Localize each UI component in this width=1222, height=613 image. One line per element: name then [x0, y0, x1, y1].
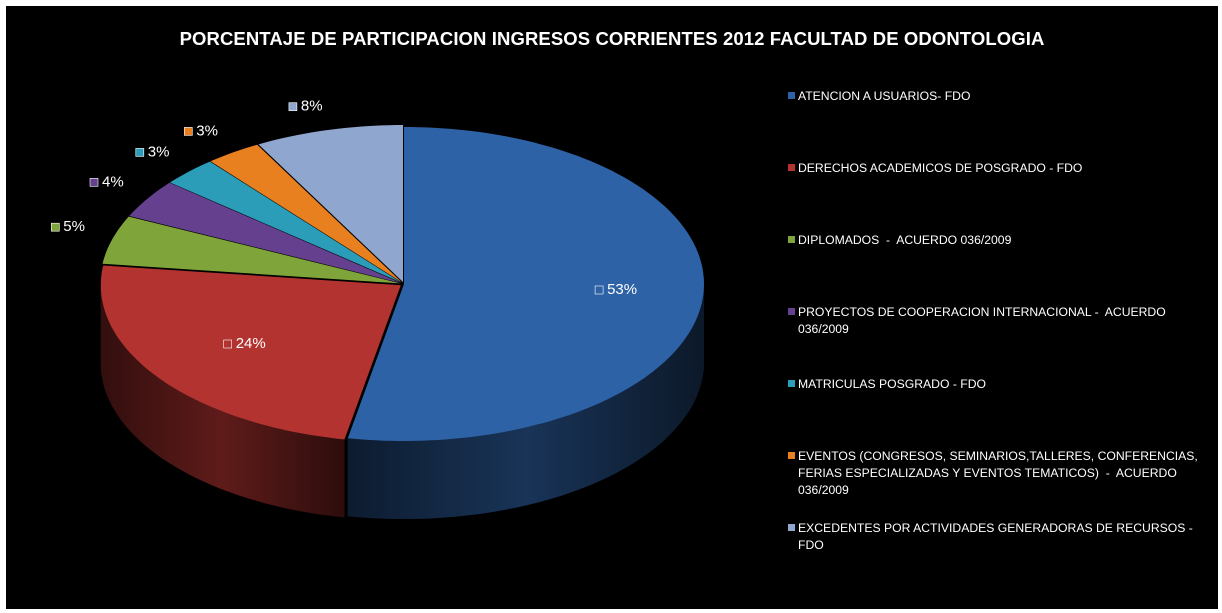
chart-title: PORCENTAJE DE PARTICIPACION INGRESOS COR… [179, 28, 1045, 49]
data-label-marker [288, 102, 298, 111]
data-label-derechos-academicos-de-posgrado-fdo: 24% [223, 335, 266, 352]
data-label-marker [89, 178, 99, 187]
data-label-text: 24% [236, 335, 266, 352]
legend-marker [788, 92, 795, 99]
legend-marker [788, 236, 795, 243]
pie-slice-eventos-congresos-seminarios-talleres-co [210, 144, 402, 283]
chart-area: PORCENTAJE DE PARTICIPACION INGRESOS COR… [6, 6, 1218, 609]
pie-slice-diplomados-acuerdo-036-2009 [102, 216, 401, 284]
pie-slice-side-shading [100, 285, 345, 518]
data-label-text: 53% [607, 281, 637, 298]
legend-label: MATRICULAS POSGRADO - FDO [798, 377, 987, 391]
legend-item-derechos-academicos-de-posgrado-fdo: DERECHOS ACADEMICOS DE POSGRADO - FDO [788, 160, 1208, 177]
legend-item-eventos-congresos-seminarios-talleres-co: EVENTOS (CONGRESOS, SEMINARIOS,TALLERES,… [788, 448, 1208, 499]
legend-marker [788, 524, 795, 531]
data-label-marker [223, 339, 232, 349]
legend-label: ATENCION A USUARIOS- FDO [798, 89, 971, 103]
data-label-text: 3% [196, 122, 218, 139]
data-label-text: 4% [102, 173, 124, 190]
legend-item-matriculas-posgrado-fdo: MATRICULAS POSGRADO - FDO [788, 376, 1208, 393]
legend-label: EXCEDENTES POR ACTIVIDADES GENERADORAS D… [798, 521, 1197, 552]
pie-slice-derechos-academicos-de-posgrado-fdo [100, 265, 401, 440]
pie-slice-side-shading [347, 284, 704, 519]
pie-chart: 53% 24% 5% 4% 3% 3% 8% [50, 98, 704, 519]
pie-slice-atencion-a-usuarios-fdo [347, 127, 704, 441]
data-label-proyectos-de-cooperacion-internacional-a: 4% [89, 173, 124, 190]
data-label-marker [594, 285, 604, 295]
legend-item-proyectos-de-cooperacion-internacional-a: PROYECTOS DE COOPERACION INTERNACIONAL -… [788, 304, 1208, 338]
legend-label: EVENTOS (CONGRESOS, SEMINARIOS,TALLERES,… [798, 449, 1202, 497]
legend-label: DERECHOS ACADEMICOS DE POSGRADO - FDO [798, 161, 1083, 175]
data-label-marker [184, 127, 193, 136]
data-label-atencion-a-usuarios-fdo: 53% [594, 281, 637, 298]
legend-marker [788, 164, 795, 171]
legend-marker [788, 308, 795, 315]
legend-marker [788, 452, 795, 459]
legend-marker [788, 380, 795, 387]
data-label-matriculas-posgrado-fdo: 3% [135, 143, 170, 160]
legend-item-diplomados-acuerdo-036-2009: DIPLOMADOS - ACUERDO 036/2009 [788, 232, 1208, 249]
data-label-marker [135, 148, 145, 157]
legend-item-excedentes-por-actividades-generadoras-d: EXCEDENTES POR ACTIVIDADES GENERADORAS D… [788, 520, 1208, 554]
data-label-text: 3% [148, 143, 170, 160]
legend-label: DIPLOMADOS - ACUERDO 036/2009 [798, 233, 1012, 247]
data-label-diplomados-acuerdo-036-2009: 5% [50, 218, 85, 235]
data-label-excedentes-por-actividades-generadoras-d: 8% [288, 98, 323, 115]
pie-slice-proyectos-de-cooperacion-internacional-a [129, 182, 401, 283]
data-label-eventos-congresos-seminarios-talleres-co: 3% [184, 122, 218, 139]
pie-slice-matriculas-posgrado-fdo [170, 161, 402, 283]
data-label-marker [50, 222, 60, 232]
data-label-text: 5% [63, 218, 85, 235]
legend-item-atencion-a-usuarios-fdo: ATENCION A USUARIOS- FDO [788, 88, 1208, 105]
data-label-text: 8% [301, 98, 323, 115]
pie-slice-excedentes-por-actividades-generadoras-d [258, 125, 403, 282]
legend-label: PROYECTOS DE COOPERACION INTERNACIONAL -… [798, 305, 1170, 336]
